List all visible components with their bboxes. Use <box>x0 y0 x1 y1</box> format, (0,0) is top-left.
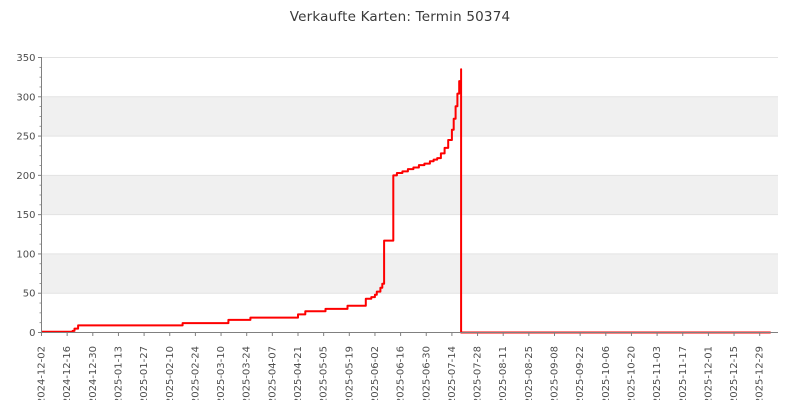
x-tick-label: 2025-11-03 <box>652 346 663 400</box>
x-tick-label: 2025-10-20 <box>626 346 637 400</box>
x-tick-label: 2024-12-02 <box>37 346 48 400</box>
y-tick-label: 50 <box>23 289 36 300</box>
x-tick-label: 2025-07-28 <box>473 346 484 400</box>
x-tick-label: 2025-12-01 <box>703 346 714 400</box>
x-tick-label: 2025-08-11 <box>498 346 509 400</box>
x-tick-label: 2025-05-19 <box>344 346 355 400</box>
x-tick-label: 2025-04-07 <box>267 346 278 400</box>
y-tick-label: 350 <box>16 53 35 64</box>
x-tick-label: 2025-04-21 <box>293 346 304 400</box>
y-tick-label: 100 <box>16 249 35 260</box>
y-tick-label: 200 <box>16 171 35 182</box>
x-tick-label: 2024-12-16 <box>62 346 73 400</box>
x-tick-label: 2025-07-14 <box>447 346 458 400</box>
y-tick-label: 300 <box>16 92 35 103</box>
y-axis: 0 50 100 150 200 250 300 350 <box>16 53 42 339</box>
x-tick-label: 2025-06-16 <box>396 346 407 400</box>
x-axis: 2024-12-02 2024-12-16 2024-12-30 2025-01-13… <box>37 332 766 400</box>
x-tick-label: 2025-06-30 <box>421 346 432 400</box>
y-tick-label: 250 <box>16 132 35 143</box>
series-line <box>41 68 771 334</box>
plot-bands <box>41 96 778 294</box>
x-tick-label: 2025-03-10 <box>216 346 227 400</box>
x-tick-label: 2025-05-05 <box>319 346 330 400</box>
y-gridlines <box>41 57 778 294</box>
x-tick-label: 2025-09-08 <box>550 346 561 400</box>
x-tick-label: 2025-01-27 <box>139 346 150 400</box>
y-tick-label: 150 <box>16 210 35 221</box>
x-tick-label: 2025-06-02 <box>370 346 381 400</box>
x-tick-label: 2025-03-24 <box>242 346 253 400</box>
x-tick-label: 2025-12-15 <box>729 346 740 400</box>
x-tick-label: 2025-02-10 <box>165 346 176 400</box>
x-tick-label: 2024-12-30 <box>88 346 99 400</box>
y-tick-label: 0 <box>29 328 35 339</box>
x-tick-label: 2025-11-17 <box>678 346 689 400</box>
x-tick-label: 2025-09-22 <box>575 346 586 400</box>
x-tick-label: 2025-01-13 <box>113 346 124 400</box>
chart-title: Verkaufte Karten: Termin 50374 <box>289 9 511 25</box>
x-tick-label: 2025-12-29 <box>755 346 766 400</box>
x-tick-label: 2025-08-25 <box>524 346 535 400</box>
x-tick-label: 2025-02-24 <box>190 346 201 400</box>
x-tick-label: 2025-10-06 <box>601 346 612 400</box>
